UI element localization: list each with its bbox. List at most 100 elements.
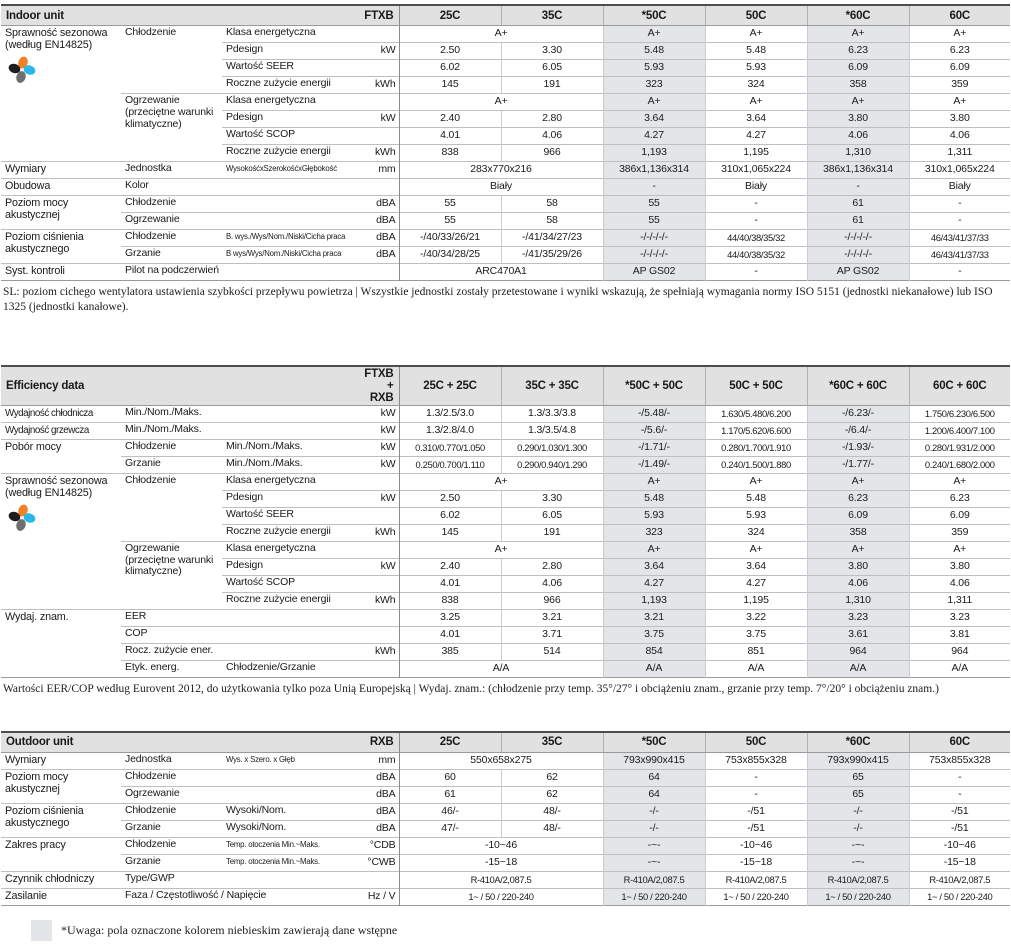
value-cell: 6.23: [908, 42, 1011, 60]
row-label: Etyk. energ.: [121, 659, 222, 678]
row-label: Obudowa: [1, 178, 121, 196]
value-cell: 358: [806, 76, 910, 94]
value-cell: 1,310: [806, 144, 910, 162]
value-cell: A+: [398, 25, 604, 43]
value-cell: 3.80: [908, 557, 1010, 576]
table-row: Wydajność chłodnicza Min./Nom./Maks. kW 1.3…: [1, 404, 1010, 423]
value-cell: 1~ / 50 / 220-240: [908, 887, 1011, 906]
table-title: Efficiency data: [1, 364, 358, 406]
value-cell: A+: [398, 472, 603, 491]
row-label-text: Kolor: [125, 179, 149, 191]
table-row: Roczne zużycie energii kWh 838 966 1,193 1,19…: [1, 591, 1010, 610]
value-cell: 793x990x415: [602, 751, 706, 770]
column-header: 50C: [704, 730, 808, 753]
value-cell: 4.27: [704, 574, 807, 593]
row-label: Ogrzewanie: [121, 212, 359, 230]
row-label: Chłodzenie: [121, 229, 222, 247]
table-row: Wartość SEER 6.02 6.05 5.93 5.93 6.09 6.09: [1, 506, 1010, 525]
value-cell: A+: [908, 540, 1010, 559]
value-cell: A/A: [704, 659, 807, 678]
table-row: Wartość SCOP 4.01 4.06 4.27 4.27 4.06 4.06: [1, 574, 1010, 593]
section-header-row: Indoor unit FTXB 25C 35C *50C 50C *60C 60C: [1, 4, 1011, 26]
preliminary-note: *Uwaga: pola oznaczone kolorem niebieski…: [31, 919, 1010, 941]
table-row: Sprawność sezonowa (według EN14825) Chłod…: [1, 25, 1011, 162]
row-label-text: Ogrzewanie: [125, 786, 180, 799]
value-cell: 3.30: [500, 42, 604, 60]
value-cell: 5.48: [704, 489, 807, 508]
unit-label: kWh: [358, 144, 400, 162]
value-cell: -~-: [806, 836, 910, 855]
value-cell: -: [704, 768, 808, 787]
column-header: 35C: [500, 4, 604, 26]
value-cell: 6.02: [398, 506, 501, 525]
row-label-text: Sprawność sezonowa (według EN14825): [5, 474, 108, 499]
row-label: Faza / Częstotliwość / Napięcie: [121, 887, 359, 906]
value-cell: 55: [602, 212, 706, 230]
value-cell: R-410A/2,087.5: [602, 870, 706, 889]
unit-label: [358, 506, 400, 525]
row-label: Wysoki/Nom.: [222, 802, 359, 821]
value-cell: R-410A/2,087.5: [704, 870, 808, 889]
unit-label: dBA: [358, 785, 400, 804]
row-label-text: Min./Nom./Maks.: [226, 439, 303, 452]
value-cell: 6.23: [806, 42, 910, 60]
value-cell: 64: [602, 785, 706, 804]
row-label: Klasa energetyczna: [222, 472, 358, 491]
value-cell: 65: [806, 768, 910, 787]
value-cell: 0.290/1.030/1.300: [500, 438, 603, 457]
value-cell: 6.23: [806, 489, 909, 508]
row-label: Wydajność grzewcza: [1, 421, 121, 440]
unit-label: [358, 870, 400, 889]
row-label-text: EER: [125, 609, 147, 622]
value-cell: -/-: [602, 802, 706, 821]
value-cell: 854: [602, 642, 705, 661]
value-cell: 550x658x275: [398, 751, 604, 770]
value-cell: 385: [398, 642, 501, 661]
row-label: B wys/Wys/Nom./Niski/Cicha praca: [222, 246, 359, 264]
row-label: Chłodzenie: [121, 802, 222, 821]
unit-label: mm: [358, 161, 400, 179]
row-label-text: Wymiary: [5, 753, 46, 766]
value-cell: -~-: [602, 836, 706, 855]
column-header: 25C + 25C: [398, 364, 501, 406]
value-cell: 65: [806, 785, 910, 804]
indoor-unit-section: Indoor unit FTXB 25C 35C *50C 50C *60C 60C Spraw…: [1, 4, 1011, 281]
value-cell: -/41/34/27/23: [500, 229, 604, 247]
row-label-text: Roczne zużycie energii: [226, 145, 331, 157]
unit-label: kW: [358, 455, 400, 474]
value-cell: A+: [602, 540, 705, 559]
value-cell: 358: [806, 523, 909, 542]
value-cell: A+: [806, 25, 910, 43]
value-cell: -10~46: [398, 836, 604, 855]
value-cell: -/5.48/-: [602, 404, 705, 423]
unit-label: °CDB: [358, 836, 400, 855]
value-cell: A+: [602, 93, 706, 111]
column-header: 50C: [704, 4, 808, 26]
table-row: Rocz. zużycie ener. kWh 385 514 854 851 964 964: [1, 642, 1010, 661]
row-label-text: Pdesign: [226, 490, 263, 503]
unit-label: dBA: [358, 802, 400, 821]
column-header: *60C: [806, 730, 910, 753]
unit-label: [358, 540, 400, 559]
value-cell: Biały: [704, 178, 808, 196]
value-cell: -/-/-/-/-: [602, 229, 706, 247]
unit-label: [358, 574, 400, 593]
row-label-text: Wartość SCOP: [226, 575, 295, 588]
value-cell: 323: [602, 523, 705, 542]
column-header: *50C: [602, 4, 706, 26]
value-cell: 62: [500, 785, 604, 804]
seasonal-efficiency-icon: [8, 56, 36, 84]
row-label-text: Wysoki/Nom.: [226, 820, 287, 833]
value-cell: -/41/35/29/26: [500, 246, 604, 264]
row-label-text: Wysoki/Nom.: [226, 803, 287, 816]
row-label-text: Ogrzewanie: [125, 213, 180, 225]
efficiency-footnote: Wartości EER/COP według Eurovent 2012, d…: [3, 682, 939, 695]
row-label: Klasa energetyczna: [222, 540, 358, 559]
value-cell: 1,311: [908, 144, 1011, 162]
row-label-text: Chłodzenie: [125, 196, 177, 208]
value-cell: R-410A/2,087.5: [806, 870, 910, 889]
value-cell: 1~ / 50 / 220-240: [398, 887, 604, 906]
table-row: Wydaj. znam. EER 3.25 3.21 3.21 3.22 3.23 3.23: [1, 608, 1010, 678]
row-label: Ogrzewanie: [121, 785, 359, 804]
row-label: B. wys./Wys/Nom./Niski/Cicha praca: [222, 229, 359, 247]
